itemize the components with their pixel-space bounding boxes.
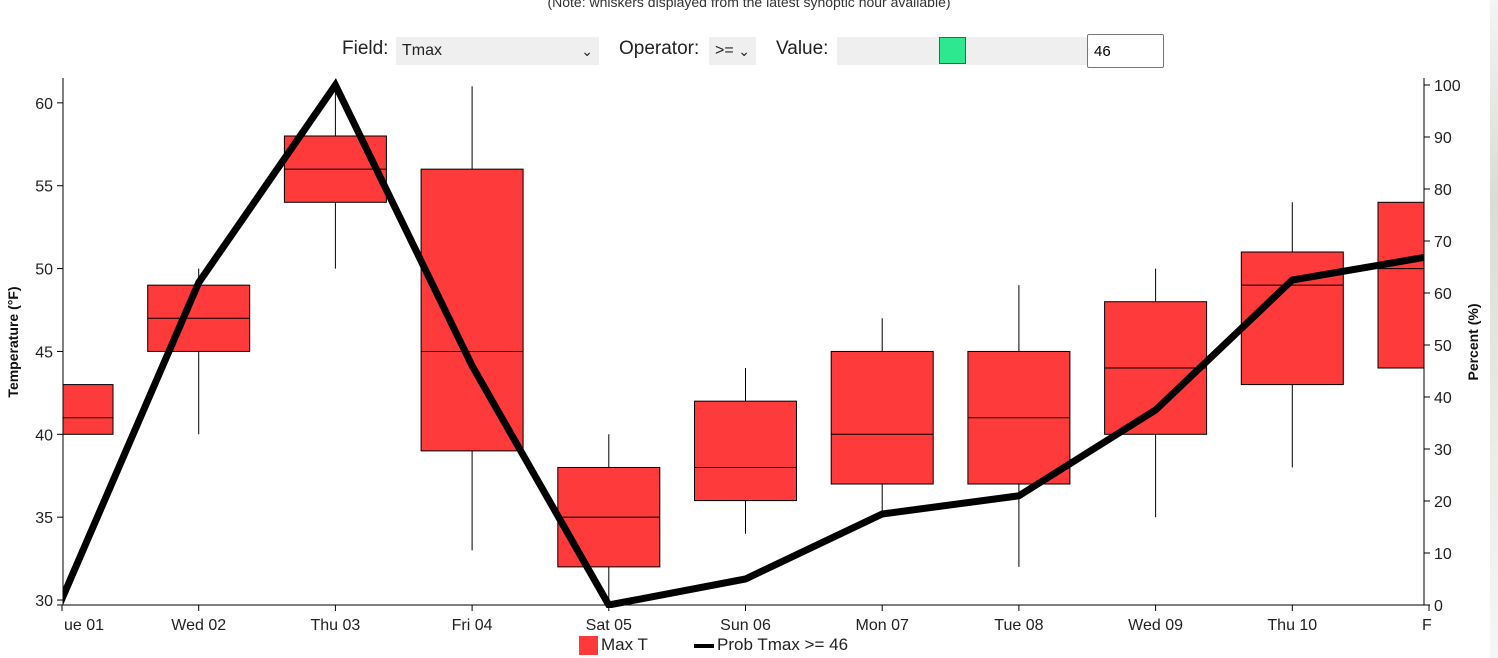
prob-line <box>63 78 1424 608</box>
x-tick-label: F <box>1422 617 1432 634</box>
operator-select[interactable]: >= ⌄ <box>709 37 756 65</box>
chevron-down-icon: ⌄ <box>738 43 750 59</box>
slider-thumb[interactable] <box>939 37 966 64</box>
box-2 <box>283 86 387 269</box>
legend-label-max-t: Max T <box>601 635 648 654</box>
y-left-tick-label: 50 <box>35 262 53 279</box>
value-input[interactable] <box>1087 34 1164 68</box>
box-6 <box>830 318 934 518</box>
box-body <box>420 168 524 452</box>
y-right-tick-label: 100 <box>1434 78 1461 95</box>
box-7 <box>967 285 1071 567</box>
y-right-tick-label: 60 <box>1434 286 1452 303</box>
x-tick-label: Thu 10 <box>1267 617 1317 634</box>
x-tick-label: Wed 02 <box>171 617 226 634</box>
y-left-tick-label: 40 <box>35 427 53 444</box>
legend-label-prob: Prob Tmax >= 46 <box>717 635 849 654</box>
y-right-tick-label: 90 <box>1434 130 1452 147</box>
box-4 <box>557 434 661 601</box>
x-tick-label: Wed 09 <box>1128 617 1183 634</box>
y-right-tick-label: 20 <box>1434 494 1452 511</box>
y-right-tick-label: 10 <box>1434 546 1452 563</box>
legend-swatch-max-t <box>579 636 598 655</box>
operator-label: Operator: <box>619 38 700 59</box>
field-select-value: Tmax <box>402 42 442 59</box>
box-9 <box>1240 202 1344 468</box>
box-1 <box>147 268 251 435</box>
y-right-tick-label: 80 <box>1434 182 1452 199</box>
y-axis-right-title: Percent (%) <box>1465 303 1481 380</box>
box-8 <box>1104 268 1208 518</box>
box-body <box>63 384 114 435</box>
legend: Max T Prob Tmax >= 46 <box>0 634 1498 656</box>
y-right-tick-label: 0 <box>1434 598 1443 615</box>
chart-note: (Note: whiskers displayed from the lates… <box>547 0 951 10</box>
y-right-tick-label: 40 <box>1434 390 1452 407</box>
box-10 <box>1377 201 1424 369</box>
field-label: Field: <box>342 38 389 59</box>
x-tick-label: Sun 06 <box>720 617 771 634</box>
x-tick-label: Mon 07 <box>856 617 909 634</box>
box-body <box>1377 201 1424 369</box>
box-3 <box>420 86 524 551</box>
y-left-tick-label: 30 <box>35 593 53 610</box>
y-left-tick-label: 45 <box>35 344 53 361</box>
y-axis-left-title: Temperature (°F) <box>5 286 21 397</box>
operator-select-value: >= <box>715 42 734 59</box>
box-5 <box>694 368 797 534</box>
x-tick-label: ue 01 <box>64 617 104 634</box>
x-tick-label: Thu 03 <box>310 617 360 634</box>
y-left-tick-label: 35 <box>35 510 53 527</box>
value-slider[interactable] <box>837 37 1087 65</box>
legend-line-prob <box>694 644 714 648</box>
field-select[interactable]: Tmax ⌄ <box>396 37 599 65</box>
y-right-tick-label: 50 <box>1434 338 1452 355</box>
box-0 <box>63 384 114 435</box>
window-edge <box>1490 0 1498 658</box>
y-left-tick-label: 60 <box>35 96 53 113</box>
x-tick-label: Tue 08 <box>994 617 1043 634</box>
controls-bar: Field: Tmax ⌄ Operator: >= ⌄ Value: <box>0 34 1498 70</box>
x-tick-label: Fri 04 <box>452 617 493 634</box>
chevron-down-icon: ⌄ <box>581 43 593 59</box>
value-label: Value: <box>776 38 829 59</box>
box-body <box>830 350 934 485</box>
box-body <box>694 400 797 502</box>
x-tick-label: Sat 05 <box>586 617 632 634</box>
y-left-tick-label: 55 <box>35 179 53 196</box>
y-right-tick-label: 30 <box>1434 442 1452 459</box>
y-right-tick-label: 70 <box>1434 234 1452 251</box>
